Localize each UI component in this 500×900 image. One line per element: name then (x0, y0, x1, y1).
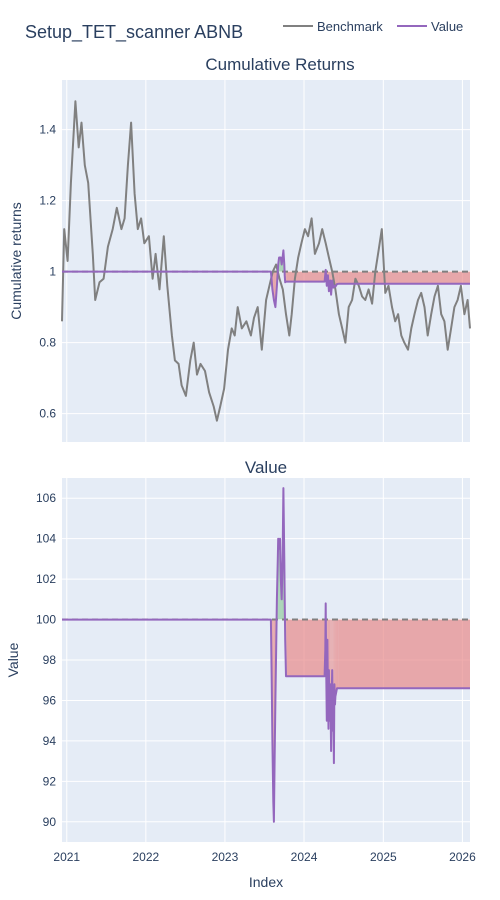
y-axis-label-value: Value (5, 642, 21, 677)
y-tick-label: 100 (36, 613, 56, 627)
y-tick-label: 0.6 (39, 407, 56, 421)
fill-segment (334, 619, 336, 705)
y-tick-label: 1 (49, 265, 56, 279)
fill-segment (338, 271, 470, 284)
x-tick-label: 2025 (370, 850, 397, 864)
x-tick-label: 2024 (291, 850, 318, 864)
x-tick-label: 2021 (53, 850, 80, 864)
fill-segment (338, 619, 470, 689)
figure-title: Setup_TET_scanner ABNB (25, 22, 243, 43)
fill-segment (286, 271, 325, 282)
x-ticks: 2021 2022 2023 2024 2025 2026 (53, 850, 476, 864)
fill-segment (335, 619, 337, 697)
y-axis-label-cumulative-returns: Cumulative returns (8, 202, 24, 320)
y-ticks-top: 0.6 0.8 1 1.2 1.4 (39, 123, 56, 421)
y-tick-label: 102 (36, 572, 56, 586)
subplot-title-cumulative-returns: Cumulative Returns (205, 55, 354, 74)
series-lines-bottom (62, 487, 470, 823)
plot-area-cumulative-returns[interactable] (62, 80, 470, 442)
fill-segment (286, 271, 287, 282)
fill-segment (335, 271, 337, 287)
y-tick-label: 94 (43, 734, 57, 748)
series-line-value (62, 249, 470, 309)
fill-segment (336, 271, 339, 285)
x-tick-label: 2023 (212, 850, 239, 864)
fill-segment (336, 619, 339, 689)
series-line-value (62, 487, 470, 823)
x-tick-label: 2022 (133, 850, 160, 864)
x-axis-label: Index (249, 874, 283, 890)
x-tick-label: 2026 (449, 850, 476, 864)
y-tick-label: 92 (43, 774, 57, 788)
y-tick-label: 106 (36, 491, 56, 505)
legend-benchmark-label: Benchmark (317, 19, 383, 34)
y-tick-label: 1.4 (39, 123, 56, 137)
y-tick-label: 0.8 (39, 336, 56, 350)
y-tick-label: 98 (43, 653, 57, 667)
y-ticks-bottom: 90 92 94 96 98 100 102 104 106 (36, 491, 56, 829)
y-tick-label: 96 (43, 693, 57, 707)
y-tick-label: 104 (36, 532, 56, 546)
legend[interactable]: Benchmark Value (283, 19, 463, 34)
fill-segment (286, 619, 325, 677)
subplot-title-value: Value (245, 458, 287, 477)
legend-value-label: Value (431, 19, 463, 34)
y-tick-label: 1.2 (39, 194, 56, 208)
series-lines-top (61, 100, 471, 422)
y-tick-label: 90 (43, 815, 57, 829)
